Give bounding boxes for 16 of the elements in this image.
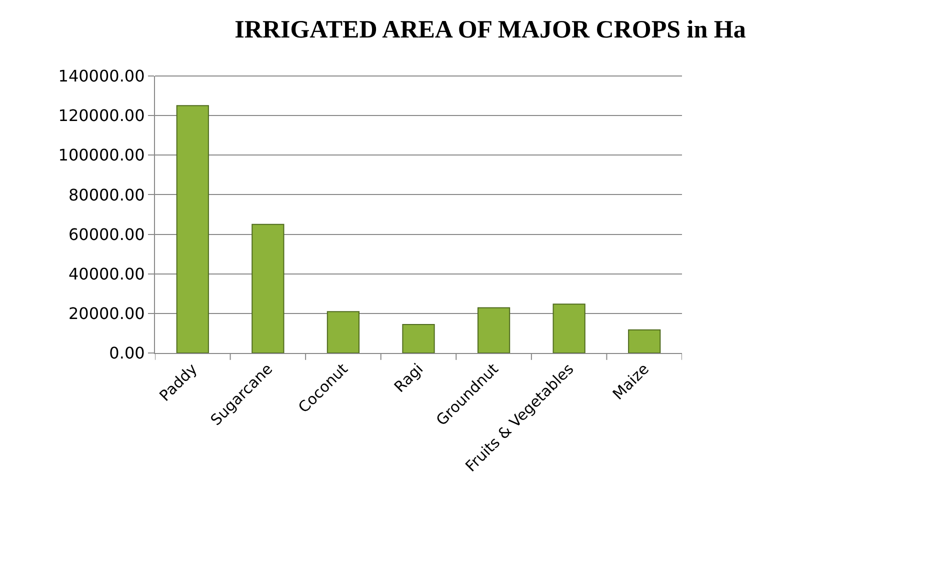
y-tick-label: 100000.00 [58,146,145,165]
y-tick-label: 60000.00 [68,224,145,244]
y-tick-label: 20000.00 [68,304,145,324]
y-tick-label: 80000.00 [68,185,145,204]
bar [552,304,586,353]
bar [402,324,435,353]
bar [252,224,284,353]
y-tick-label: 0.00 [109,344,145,363]
y-tick-label: 120000.00 [58,106,145,126]
bar [176,105,209,353]
y-tick-label: 40000.00 [68,264,145,284]
chart-title: IRRIGATED AREA OF MAJOR CROPS in Ha [234,16,746,44]
bar [477,307,510,353]
bar [326,311,360,353]
y-tick-label: 140000.00 [58,66,145,86]
bar [628,329,661,353]
